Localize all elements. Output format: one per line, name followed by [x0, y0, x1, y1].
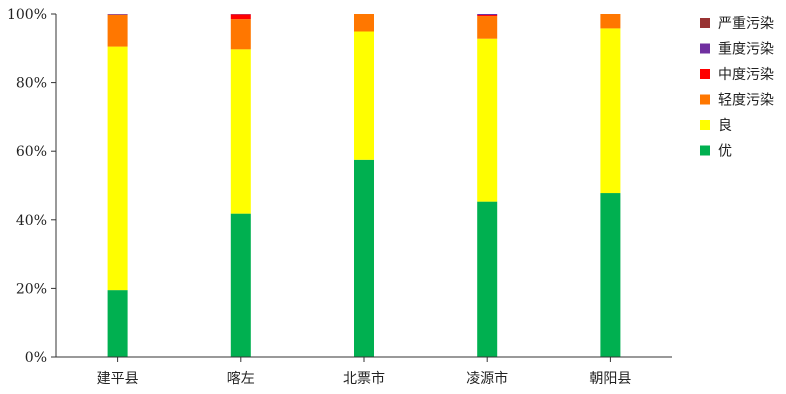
legend-item: 良: [700, 118, 732, 134]
legend-label: 优: [718, 144, 732, 160]
legend-label: 良: [718, 118, 732, 134]
x-axis: 建平县 喀左 北票市 凌源市 朝阳县: [56, 357, 672, 387]
bar-segment: [354, 31, 374, 159]
bar-segment: [108, 14, 128, 15]
x-tick-label: 北票市: [343, 370, 385, 387]
bar-segment: [231, 19, 251, 49]
legend-label: 中度污染: [718, 67, 774, 83]
bar-segment: [108, 290, 128, 357]
x-tick-label: 建平县: [97, 371, 139, 387]
bar-segment: [600, 14, 620, 28]
bar-segment: [231, 49, 251, 213]
legend-swatch: [700, 146, 710, 156]
bar-segment: [477, 39, 497, 202]
bar-segment: [231, 214, 251, 357]
legend-item: 轻度污染: [700, 93, 774, 109]
y-tick-label: 20%: [16, 281, 47, 297]
bar-segment: [354, 14, 374, 31]
legend-swatch: [700, 18, 710, 28]
bar-segment: [108, 47, 128, 291]
bar-stack: [477, 14, 497, 357]
bar-segment: [477, 14, 497, 15]
y-tick-label: 100%: [7, 7, 47, 23]
legend-item: 中度污染: [700, 67, 774, 83]
x-tick-label: 朝阳县: [589, 371, 631, 387]
y-tick-label: 40%: [16, 213, 47, 229]
legend-label: 严重污染: [718, 16, 774, 32]
bar-segment: [477, 202, 497, 357]
legend-swatch: [700, 120, 710, 130]
legend-swatch: [700, 95, 710, 105]
bar-stack: [231, 14, 251, 357]
y-tick-label: 60%: [16, 144, 47, 160]
x-tick-label: 凌源市: [466, 370, 508, 387]
y-tick-label: 80%: [16, 76, 47, 92]
bar-segment: [477, 16, 497, 39]
legend-swatch: [700, 69, 710, 79]
bar-segment: [600, 28, 620, 193]
legend-item: 优: [700, 144, 732, 160]
bar-segment: [108, 15, 128, 47]
bar-segment: [600, 193, 620, 357]
bar-segment: [231, 14, 251, 19]
bar-stack: [600, 14, 620, 357]
bar-segment: [354, 160, 374, 357]
bars: [108, 14, 621, 357]
bar-stack: [354, 14, 374, 357]
y-axis: 0% 20% 40% 60% 80% 100%: [7, 7, 56, 366]
legend-swatch: [700, 44, 710, 54]
bar-stack: [108, 14, 128, 357]
y-tick-label: 0%: [25, 350, 47, 366]
x-tick-label: 喀左: [227, 371, 255, 387]
legend-label: 轻度污染: [718, 93, 774, 109]
legend-item: 严重污染: [700, 16, 774, 32]
legend-item: 重度污染: [700, 42, 774, 58]
legend-label: 重度污染: [718, 42, 774, 58]
bar-segment: [477, 15, 497, 16]
